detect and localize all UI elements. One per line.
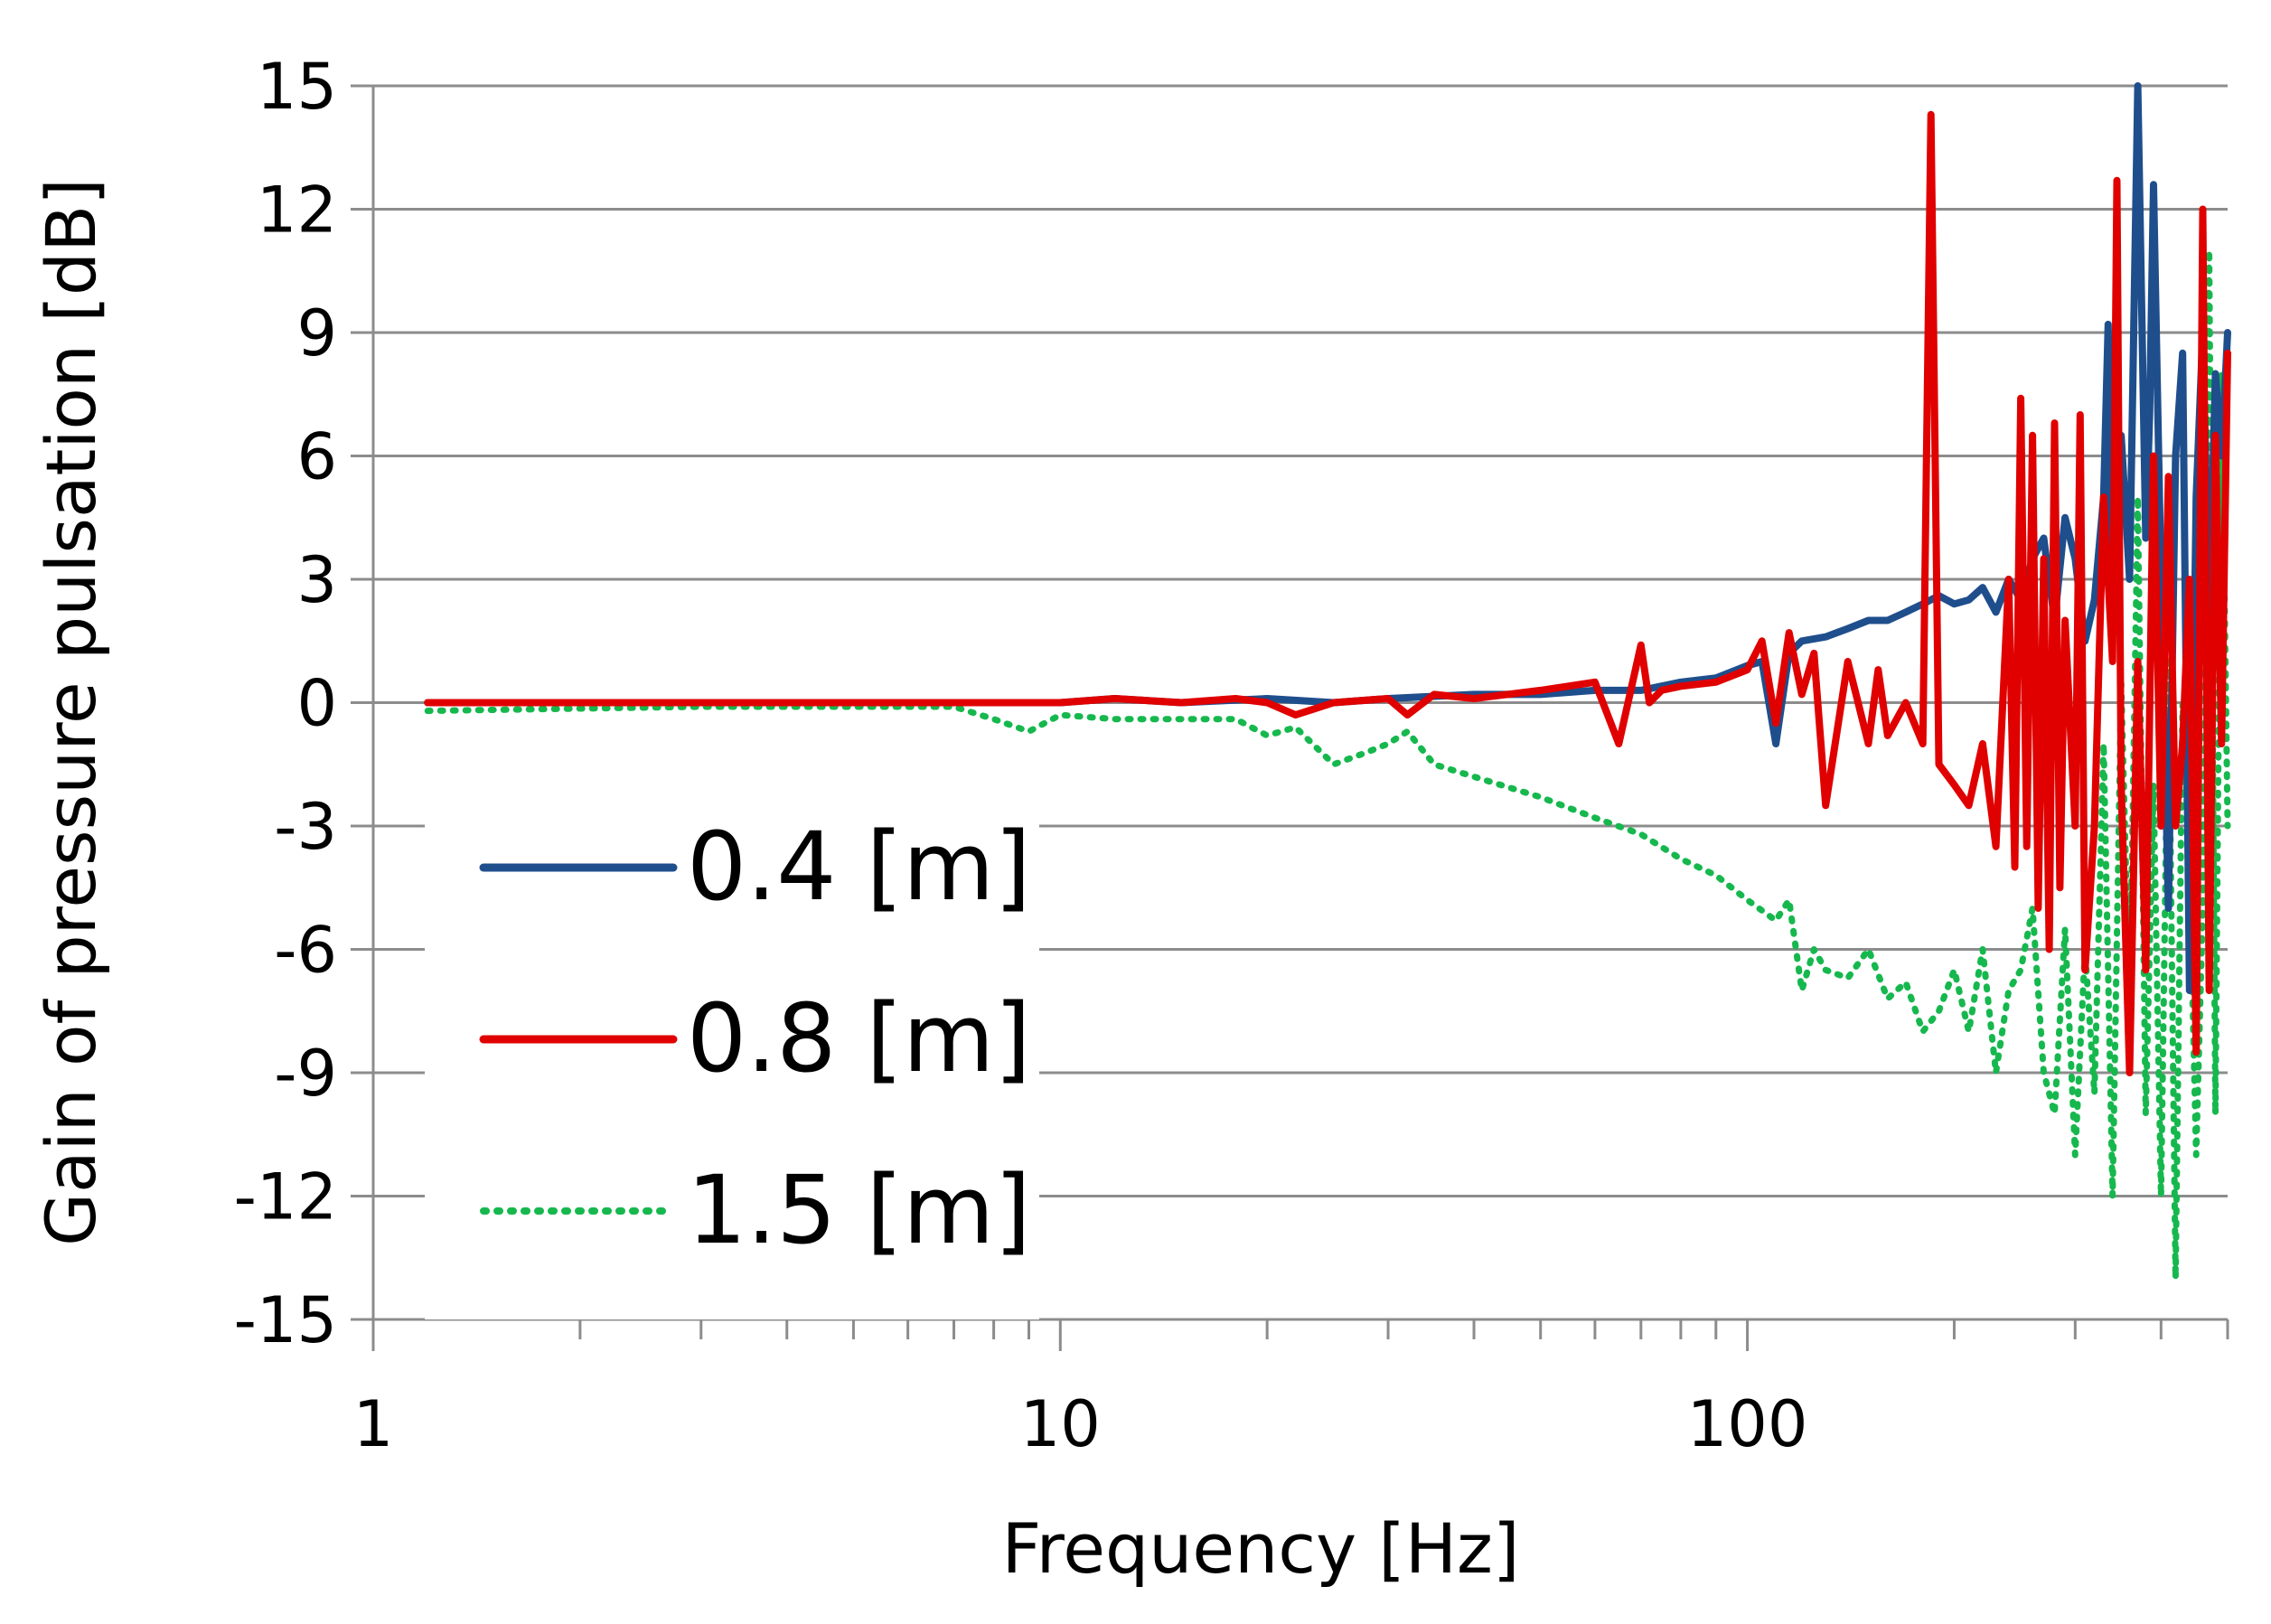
y-tick-label-15: -15 <box>234 1283 337 1357</box>
legend-label-0-4m: 0.4 [m] <box>687 812 1031 922</box>
y-axis-title: Gain of pressure pulsation [dB] <box>31 178 111 1246</box>
ticks: 15 12 9 6 3 0 -3 -6 -9 -12 -151 10 100 <box>234 50 2229 1461</box>
legend-background <box>425 795 1039 1319</box>
y-tick-label-12: -12 <box>234 1160 337 1234</box>
y-tick-label-15: 15 <box>257 50 337 124</box>
x-tick-label-10: 10 <box>1020 1387 1101 1461</box>
series-line-1-5-m <box>424 247 2231 1281</box>
series-lines <box>424 82 2231 1281</box>
legend: 0.4 [m] 0.8 [m] 1.5 [m] <box>425 795 1039 1319</box>
series-line-0-8-m <box>424 110 2231 1076</box>
y-tick-label-6: 6 <box>296 420 337 494</box>
y-tick-label-0: 0 <box>296 667 337 741</box>
y-tick-label-3: 3 <box>296 543 337 617</box>
legend-label-0-8m: 0.8 [m] <box>687 983 1031 1094</box>
x-tick-label-1: 1 <box>353 1387 394 1461</box>
y-tick-label-9: 9 <box>296 296 337 371</box>
legend-label-1-5m: 1.5 [m] <box>687 1155 1031 1265</box>
x-axis-title: Frequency [Hz] <box>1001 1508 1519 1589</box>
y-tick-label-6: -6 <box>274 914 337 988</box>
x-tick-label-100: 100 <box>1687 1387 1808 1461</box>
y-tick-label-9: -9 <box>274 1037 337 1111</box>
y-tick-label-12: 12 <box>257 174 337 248</box>
y-tick-label-3: -3 <box>274 790 337 864</box>
